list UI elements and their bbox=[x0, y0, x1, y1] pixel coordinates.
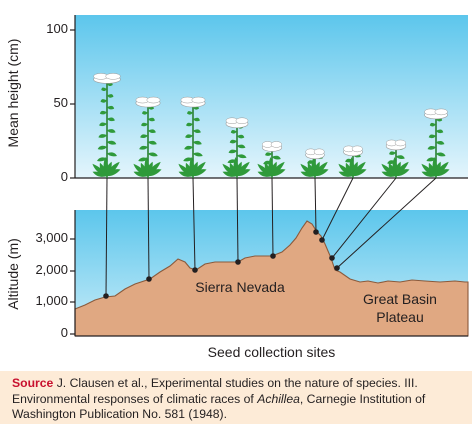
connector-9 bbox=[336, 177, 437, 269]
top-tick-50: 50 bbox=[53, 95, 68, 110]
source-label: Source bbox=[12, 376, 54, 390]
achillea-figure: Mean height (cm) Altitude (m) 100 50 0 3… bbox=[5, 15, 469, 360]
bottom-tick-1000: 1,000 bbox=[35, 293, 68, 308]
connector-4 bbox=[236, 177, 239, 263]
caption-italic-achillea: Achillea bbox=[257, 391, 300, 406]
site-connectors bbox=[103, 177, 437, 299]
plant-7-flower-head bbox=[343, 145, 363, 157]
plant-4-flower-head bbox=[225, 117, 249, 129]
connector-6 bbox=[314, 177, 317, 233]
plant-5-flower-head bbox=[261, 141, 283, 152]
connector-8 bbox=[331, 177, 397, 259]
great-basin-label-line1: Great Basin bbox=[363, 291, 437, 307]
plant-6-flower-head bbox=[305, 148, 325, 160]
figure-graphic bbox=[70, 15, 469, 337]
site-dot-6 bbox=[313, 229, 319, 235]
plant-1-flower-head bbox=[93, 73, 121, 84]
bottom-y-axis-title: Altitude (m) bbox=[5, 238, 21, 310]
plant-9-flower-head bbox=[424, 108, 448, 120]
site-dot-8 bbox=[329, 255, 335, 261]
bottom-x-axis-title: Seed collection sites bbox=[207, 344, 336, 360]
source-caption: Source J. Clausen et al., Experimental s… bbox=[0, 371, 472, 424]
site-dot-2 bbox=[146, 276, 152, 282]
bottom-tick-3000: 3,000 bbox=[35, 230, 68, 245]
bottom-tick-2000: 2,000 bbox=[35, 262, 68, 277]
plant-2 bbox=[133, 96, 162, 178]
connector-3 bbox=[192, 177, 196, 271]
plant-8-flower-head bbox=[385, 139, 407, 151]
plant-3 bbox=[178, 96, 207, 178]
site-dot-1 bbox=[103, 293, 109, 299]
connector-5 bbox=[271, 177, 274, 257]
great-basin-label-line2: Plateau bbox=[376, 309, 424, 325]
connector-2 bbox=[147, 177, 150, 280]
connector-1 bbox=[105, 177, 108, 297]
plant-8 bbox=[381, 139, 410, 178]
plant-1 bbox=[92, 73, 121, 178]
sierra-nevada-label: Sierra Nevada bbox=[195, 279, 285, 295]
site-dot-5 bbox=[270, 253, 276, 259]
plant-7 bbox=[338, 145, 367, 178]
bottom-y-axis bbox=[70, 210, 468, 337]
plant-4 bbox=[222, 117, 251, 178]
connector-7 bbox=[321, 177, 354, 241]
plant-6 bbox=[300, 148, 329, 178]
caption-text: Source J. Clausen et al., Experimental s… bbox=[0, 371, 472, 423]
achillea-plants bbox=[92, 73, 450, 178]
site-dot-9 bbox=[334, 265, 340, 271]
plant-5 bbox=[257, 141, 286, 178]
caption-text-part1: J. Clausen et al., Experimental studies … bbox=[12, 376, 418, 406]
plant-9 bbox=[421, 108, 450, 178]
site-dot-7 bbox=[319, 237, 325, 243]
site-dot-4 bbox=[235, 259, 241, 265]
plant-2-flower-head bbox=[135, 96, 161, 108]
bottom-tick-0: 0 bbox=[60, 325, 68, 340]
top-tick-0: 0 bbox=[60, 169, 68, 184]
site-dot-3 bbox=[192, 267, 198, 273]
caption-text-part2: , Carnegie Institution of Washington Pub… bbox=[12, 391, 426, 422]
top-y-axis-title: Mean height (cm) bbox=[5, 38, 21, 148]
plant-3-flower-head bbox=[180, 96, 206, 108]
top-tick-100: 100 bbox=[46, 21, 68, 36]
